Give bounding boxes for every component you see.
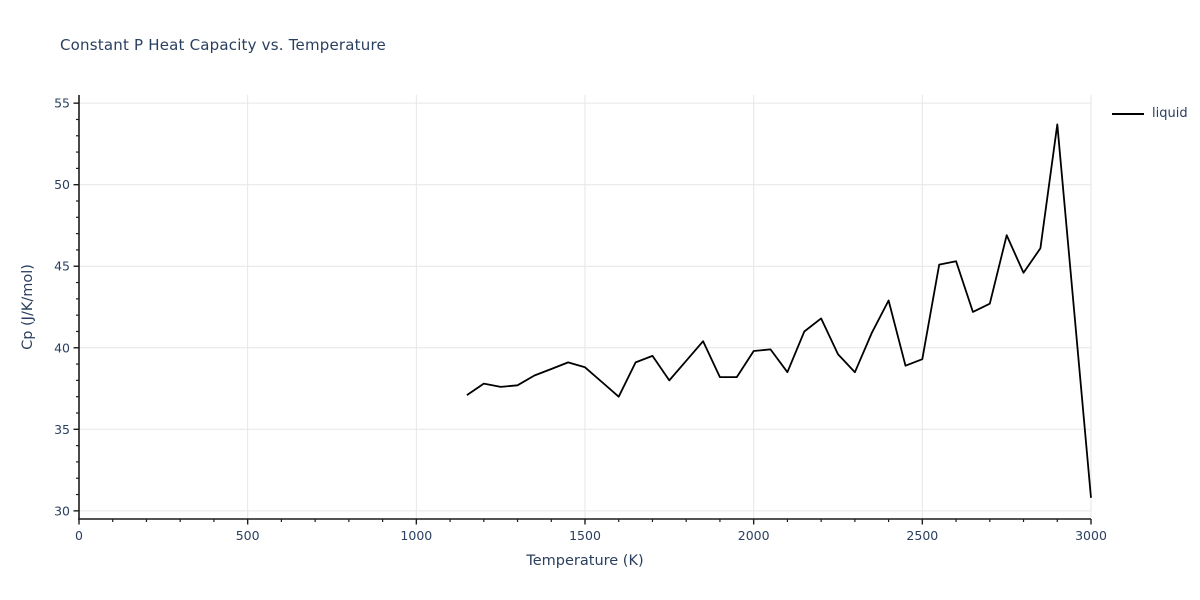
x-axis-title: Temperature (K) — [526, 553, 644, 569]
y-tick-label: 30 — [54, 503, 70, 518]
y-tick-label: 45 — [54, 259, 70, 274]
y-tick-label: 35 — [54, 422, 70, 437]
x-tick-label: 2500 — [906, 528, 938, 543]
x-tick-label: 3000 — [1075, 528, 1107, 543]
x-tick-label: 2000 — [738, 528, 770, 543]
x-tick-label: 0 — [75, 528, 83, 543]
y-tick-label: 40 — [54, 340, 70, 355]
chart-title: Constant P Heat Capacity vs. Temperature — [60, 36, 386, 54]
x-tick-label: 1500 — [569, 528, 601, 543]
y-tick-label: 50 — [54, 177, 70, 192]
x-tick-label: 1000 — [400, 528, 432, 543]
y-tick-label: 55 — [54, 96, 70, 111]
legend-item-liquid[interactable]: liquid — [1112, 106, 1188, 121]
legend-line-swatch — [1112, 112, 1144, 115]
x-tick-label: 500 — [236, 528, 260, 543]
legend-label: liquid — [1152, 106, 1188, 121]
series-liquid-line — [466, 123, 1092, 498]
y-axis-title: Cp (J/K/mol) — [20, 264, 36, 350]
